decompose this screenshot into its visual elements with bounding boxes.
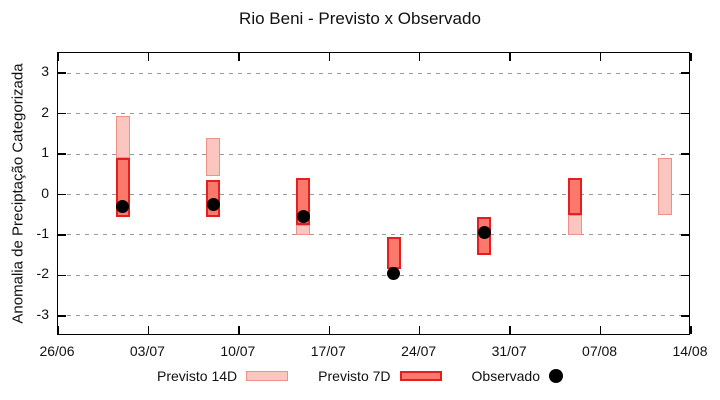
x-tick-top (690, 53, 692, 61)
x-tick-bottom (147, 326, 150, 334)
x-tick-bottom (57, 326, 59, 334)
legend-swatch-previsto-7d (399, 371, 442, 381)
gridline-y (58, 315, 689, 317)
x-tick-bottom (509, 326, 511, 334)
gridline-y (58, 234, 689, 236)
x-tick-label: 26/06 (39, 343, 75, 359)
gridline-y (58, 274, 689, 276)
y-tick-right (681, 153, 689, 155)
legend-swatch-previsto-14d (246, 371, 289, 381)
y-tick-right (681, 72, 689, 74)
observed-dot (387, 266, 401, 280)
y-tick-left (58, 234, 66, 236)
legend-label-previsto-7d: Previsto 7D (318, 368, 391, 384)
y-tick-right (681, 193, 689, 196)
gridline-y (58, 72, 689, 74)
forecast-bar-14d (296, 224, 311, 235)
x-tick-bottom (238, 326, 240, 334)
x-tick-bottom (690, 326, 692, 334)
y-tick-right (681, 315, 689, 317)
legend-label-previsto-14d: Previsto 14D (157, 368, 238, 384)
legend-item-observado: Observado (472, 368, 563, 384)
x-tick-top (599, 53, 602, 61)
legend-item-previsto-14d: Previsto 14D (157, 368, 289, 384)
y-tick-label: 0 (41, 184, 49, 201)
x-tick-top (328, 53, 331, 61)
x-tick-bottom (418, 326, 421, 334)
forecast-bar-7d (567, 178, 582, 215)
y-tick-label: -2 (36, 265, 49, 282)
legend-item-previsto-7d: Previsto 7D (318, 368, 442, 384)
x-tick-label: 03/07 (129, 343, 165, 359)
x-tick-label: 07/08 (582, 343, 618, 359)
x-tick-label: 17/07 (310, 343, 346, 359)
x-tick-top (509, 53, 511, 61)
observed-dot (116, 200, 130, 214)
forecast-bar-14d (567, 214, 582, 235)
y-tick-right (681, 112, 689, 115)
x-tick-top (147, 53, 150, 61)
x-tick-bottom (328, 326, 331, 334)
x-tick-top (238, 53, 240, 61)
x-tick-top (418, 53, 421, 61)
y-tick-label: 1 (41, 144, 49, 161)
forecast-bar-14d (206, 137, 221, 177)
forecast-bar-7d (386, 236, 401, 270)
x-tick-bottom (599, 326, 602, 334)
y-tick-left (58, 153, 66, 155)
legend-label-observado: Observado (471, 368, 540, 384)
y-tick-right (681, 274, 689, 277)
x-tick-label: 24/07 (401, 343, 437, 359)
legend-marker-observado (549, 369, 563, 383)
x-tick-label: 14/08 (672, 343, 708, 359)
observed-dot (206, 198, 220, 212)
gridline-y (58, 153, 689, 155)
plot-area (57, 52, 692, 335)
gridline-y (58, 194, 689, 195)
forecast-bar-14d (658, 158, 673, 215)
y-tick-left (58, 315, 66, 317)
y-tick-right (681, 234, 689, 236)
y-tick-label: 3 (41, 63, 49, 80)
chart-title: Rio Beni - Previsto x Observado (239, 9, 481, 28)
gridline-y (58, 113, 689, 115)
x-tick-label: 10/07 (220, 343, 256, 359)
observed-dot (296, 210, 310, 224)
y-tick-label: -3 (36, 305, 49, 322)
legend: Previsto 14D Previsto 7D Observado (0, 368, 720, 384)
observed-dot (477, 226, 491, 240)
x-tick-top (57, 53, 59, 61)
y-tick-left (58, 193, 66, 196)
forecast-bar-14d (115, 115, 130, 159)
x-tick-label: 31/07 (491, 343, 527, 359)
y-tick-label: -1 (36, 224, 49, 241)
y-tick-label: 2 (41, 103, 49, 120)
y-tick-left (58, 274, 66, 277)
y-tick-left (58, 112, 66, 115)
y-tick-left (58, 72, 66, 74)
